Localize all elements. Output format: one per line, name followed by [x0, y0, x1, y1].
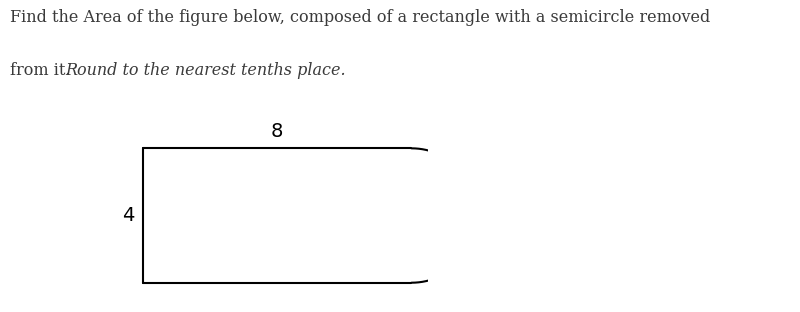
Text: from it.: from it. [10, 62, 76, 79]
Text: 8: 8 [271, 122, 283, 141]
Text: Round to the nearest tenths place.: Round to the nearest tenths place. [66, 62, 346, 79]
Text: 4: 4 [122, 206, 134, 225]
Text: Find the Area of the figure below, composed of a rectangle with a semicircle rem: Find the Area of the figure below, compo… [10, 9, 710, 26]
